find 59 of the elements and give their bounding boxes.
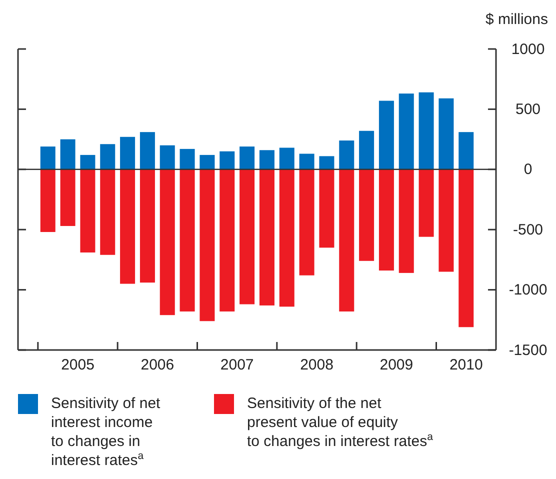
bar <box>40 146 56 170</box>
x-tick-label: 2010 <box>449 356 483 374</box>
bar <box>458 169 474 328</box>
bar <box>458 132 474 170</box>
bar <box>160 145 175 170</box>
x-tick-label: 2005 <box>61 356 94 374</box>
bar <box>200 169 215 322</box>
bar <box>438 169 454 272</box>
y-tick-label: -1500 <box>508 342 548 359</box>
bar <box>279 148 294 170</box>
bar <box>40 169 56 232</box>
bar <box>398 169 414 273</box>
bar <box>240 169 255 304</box>
bar <box>398 94 414 170</box>
bar <box>378 169 394 271</box>
bar <box>259 150 274 170</box>
bar <box>220 169 235 312</box>
bar <box>339 169 354 312</box>
bar <box>418 92 434 170</box>
bar <box>299 154 314 170</box>
bar <box>60 139 76 170</box>
bar <box>180 148 195 170</box>
bar <box>418 169 434 237</box>
bar <box>359 169 374 261</box>
bar <box>80 169 96 252</box>
bar <box>140 132 155 170</box>
x-tick-label: 2009 <box>380 356 414 374</box>
bar <box>120 136 136 170</box>
bar <box>299 169 314 276</box>
bar <box>160 169 175 316</box>
bar <box>259 169 274 306</box>
bar <box>378 100 394 170</box>
y-tick-label: -1000 <box>508 282 548 299</box>
legend-label: Sensitivity of the net present value of equity to changes in interest rates$^{a}$ <box>247 395 434 450</box>
x-tick-label: 2008 <box>300 356 334 374</box>
bar <box>180 169 195 312</box>
legend-label: Sensitivity of net interest income to changes in interest rates$^{a}$ <box>51 395 162 469</box>
bar <box>100 144 116 170</box>
x-tick-label: 2006 <box>140 356 174 374</box>
y-axis-title: $ millions <box>485 11 548 28</box>
bar <box>438 98 454 170</box>
bar <box>319 156 334 170</box>
bar <box>200 154 215 170</box>
bar <box>80 154 96 170</box>
bar <box>319 169 334 248</box>
bar <box>240 146 255 170</box>
bar <box>339 140 354 170</box>
y-tick-label: 0 <box>524 161 532 178</box>
bar <box>359 130 374 170</box>
y-tick-label: 500 <box>515 101 541 118</box>
bar <box>279 169 294 307</box>
bar <box>220 151 235 170</box>
bar <box>100 169 116 255</box>
bar <box>120 169 136 284</box>
y-tick-label: -500 <box>512 221 544 238</box>
y-tick-label: 1000 <box>511 40 545 58</box>
bar <box>140 169 155 283</box>
bar <box>60 169 76 226</box>
x-tick-label: 2007 <box>220 356 254 374</box>
